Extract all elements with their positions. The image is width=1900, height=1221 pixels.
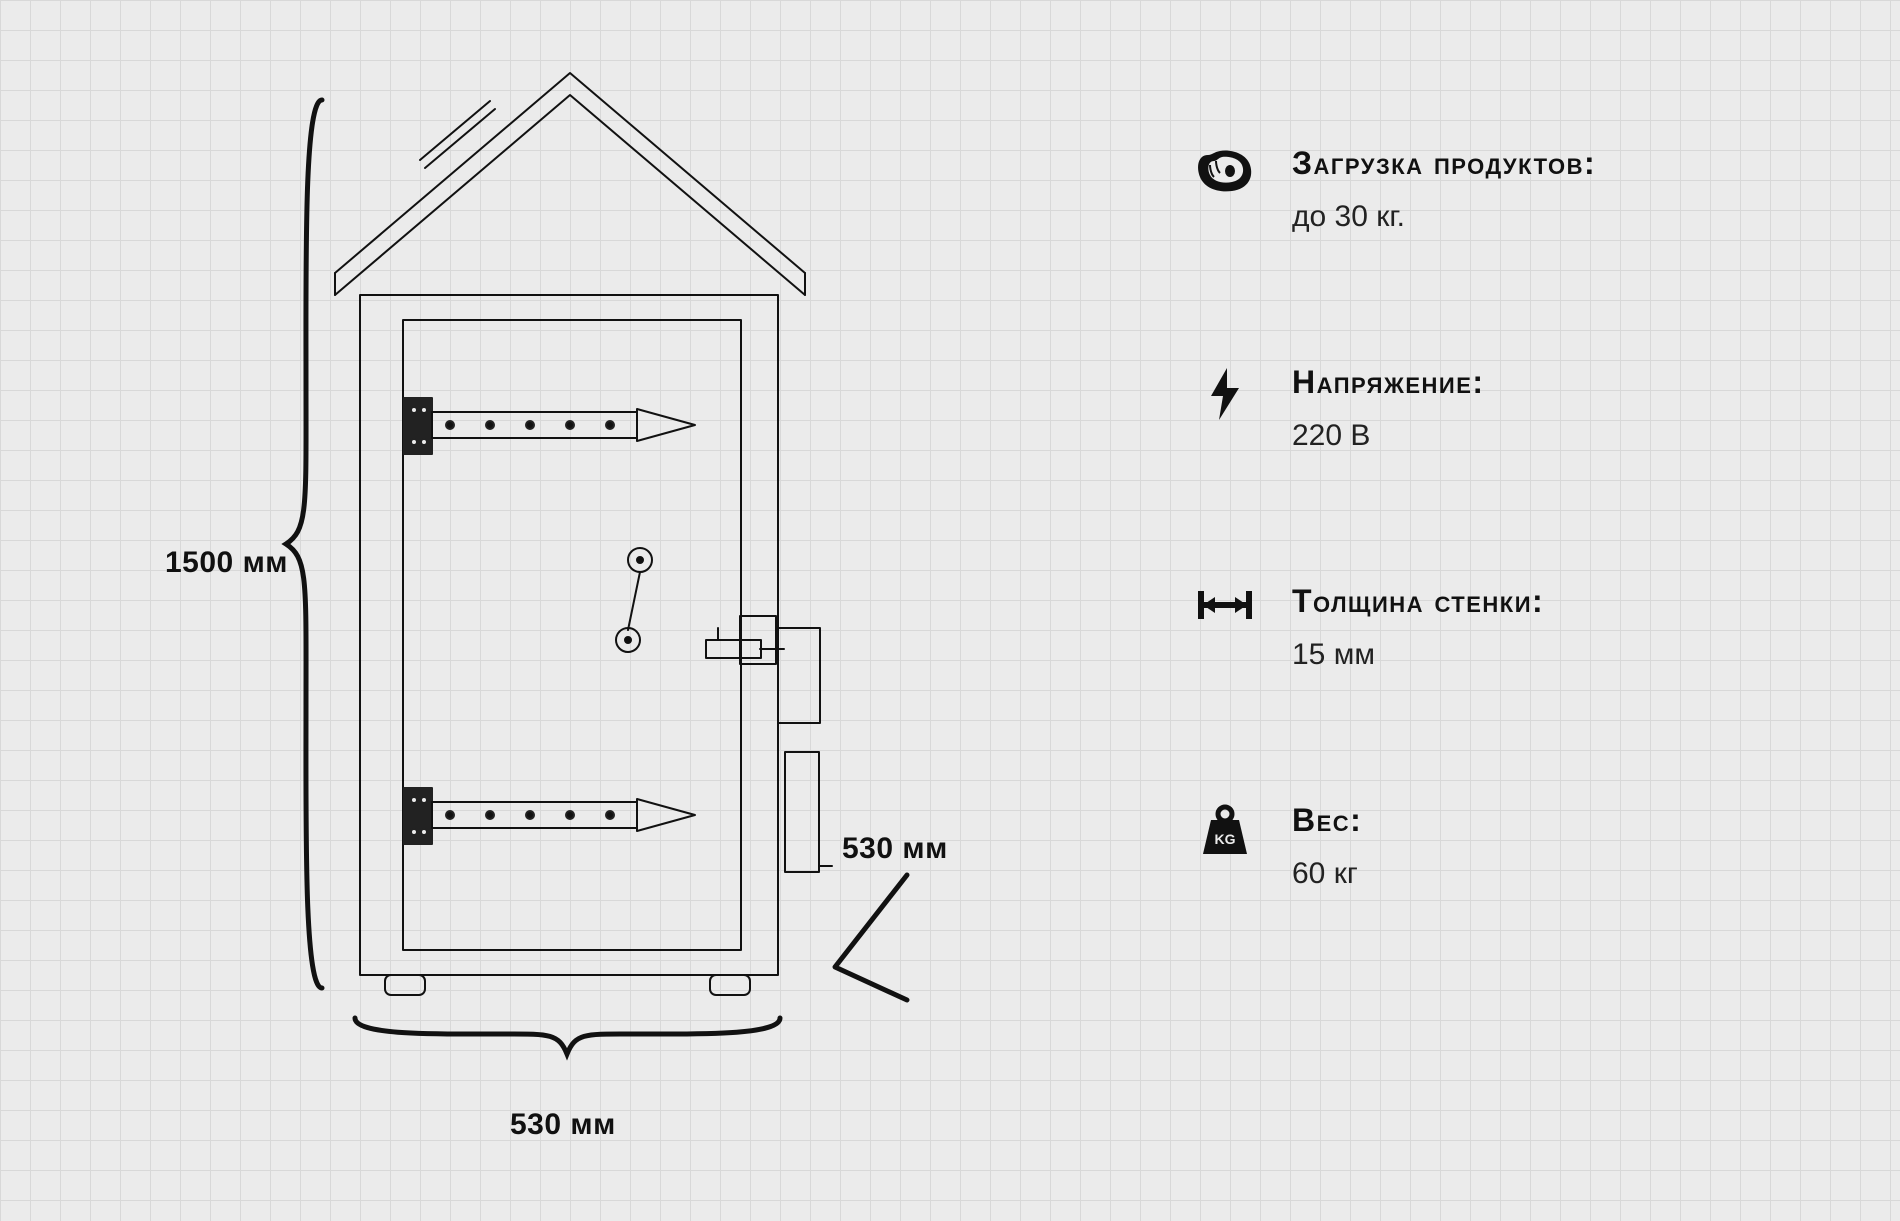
weight-icon: KG <box>1190 802 1260 860</box>
smokehouse-drawing <box>0 0 1100 1200</box>
width-icon <box>1190 583 1260 625</box>
brace-width <box>355 1018 780 1054</box>
side-box-lower <box>785 752 832 872</box>
spec-wall: Толщина стенки: 15 мм <box>1190 583 1810 672</box>
hinge-bottom <box>404 788 695 844</box>
spec-weight: KG Вес: 60 кг <box>1190 802 1810 891</box>
spec-voltage: Напряжение: 220 В <box>1190 364 1810 453</box>
brace-height <box>286 100 322 988</box>
spec-weight-value: 60 кг <box>1292 857 1810 891</box>
spec-voltage-label: Напряжение: <box>1292 364 1810 401</box>
hinge-top <box>404 398 695 454</box>
spec-weight-label: Вес: <box>1292 802 1810 839</box>
dim-width-label: 530 мм <box>510 1108 616 1142</box>
latch <box>706 616 784 664</box>
side-box-upper <box>778 628 820 723</box>
door-handle <box>616 548 652 652</box>
spec-load: Загрузка продуктов: до 30 кг. <box>1190 145 1810 234</box>
steak-icon <box>1190 145 1260 195</box>
spec-load-value: до 30 кг. <box>1292 200 1810 234</box>
spec-wall-value: 15 мм <box>1292 638 1810 672</box>
spec-wall-label: Толщина стенки: <box>1292 583 1810 620</box>
diagram-canvas: 1500 мм 530 мм 530 мм Загрузка продуктов… <box>0 0 1900 1221</box>
bolt-icon <box>1190 364 1260 422</box>
dim-height-label: 1500 мм <box>165 546 288 580</box>
specs-panel: Загрузка продуктов: до 30 кг. Напряжение… <box>1190 145 1810 891</box>
brace-depth <box>835 875 907 1000</box>
svg-text:KG: KG <box>1215 831 1236 847</box>
spec-voltage-value: 220 В <box>1292 419 1810 453</box>
dim-depth-label: 530 мм <box>842 832 948 866</box>
spec-load-label: Загрузка продуктов: <box>1292 145 1810 182</box>
